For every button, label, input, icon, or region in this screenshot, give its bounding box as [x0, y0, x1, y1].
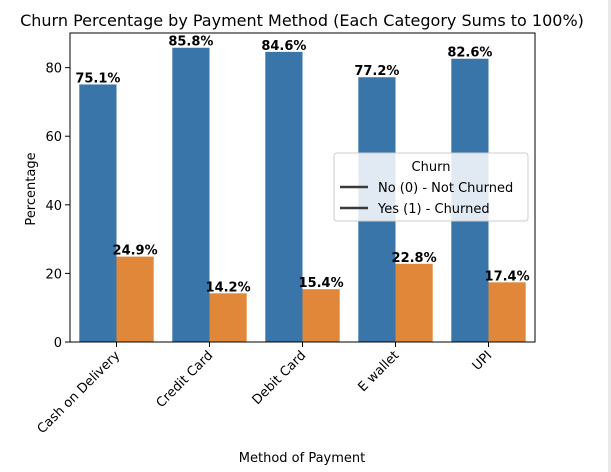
bar-churned: [209, 293, 247, 342]
y-tick-label: 40: [45, 199, 62, 214]
legend-box: [333, 152, 529, 222]
bar-not-churned: [265, 51, 303, 343]
bar-value-label: 77.2%: [354, 64, 399, 79]
bar-value-label: 82.6%: [447, 46, 492, 61]
bar-value-label: 15.4%: [299, 276, 344, 291]
bar-not-churned: [79, 84, 117, 342]
page-edge-divider: [608, 0, 611, 472]
bar-value-label: 22.8%: [392, 251, 437, 266]
bar-churned: [302, 289, 340, 342]
bar-churned: [395, 263, 433, 342]
bar-churned: [488, 282, 526, 342]
legend-title: Churn: [412, 160, 451, 175]
plot-frame: [69, 32, 536, 343]
chart-title: Churn Percentage by Payment Method (Each…: [20, 11, 584, 30]
x-tick-label: Debit Card: [250, 348, 310, 408]
x-tick-label: UPI: [470, 348, 496, 374]
bar-value-label: 17.4%: [485, 269, 530, 284]
y-tick-label: 20: [45, 267, 62, 282]
y-tick-label: 0: [54, 336, 62, 351]
y-tick-label: 60: [45, 130, 62, 145]
legend-entry: Yes (1) - Churned: [377, 202, 490, 217]
bar-value-label: 75.1%: [75, 71, 120, 86]
x-tick-label: Credit Card: [154, 348, 217, 411]
plot-area: 75.1% 24.9% Cash on Delivery 85.8% 14.2% Cred…: [35, 32, 536, 437]
bar-value-label: 85.8%: [168, 35, 213, 50]
bar-value-label: 14.2%: [206, 280, 251, 295]
x-axis-label: Method of Payment: [239, 451, 365, 466]
bar-value-label: 84.6%: [261, 39, 306, 54]
legend-entry: No (0) - Not Churned: [378, 181, 513, 196]
bar-not-churned: [172, 47, 210, 342]
bar-churned: [116, 256, 154, 342]
bar-value-label: 24.9%: [113, 244, 158, 259]
x-tick-label: Cash on Delivery: [35, 348, 124, 437]
x-tick-label: E wallet: [355, 348, 402, 395]
y-axis-label: Percentage: [24, 152, 39, 225]
y-tick-label: 80: [45, 62, 62, 77]
